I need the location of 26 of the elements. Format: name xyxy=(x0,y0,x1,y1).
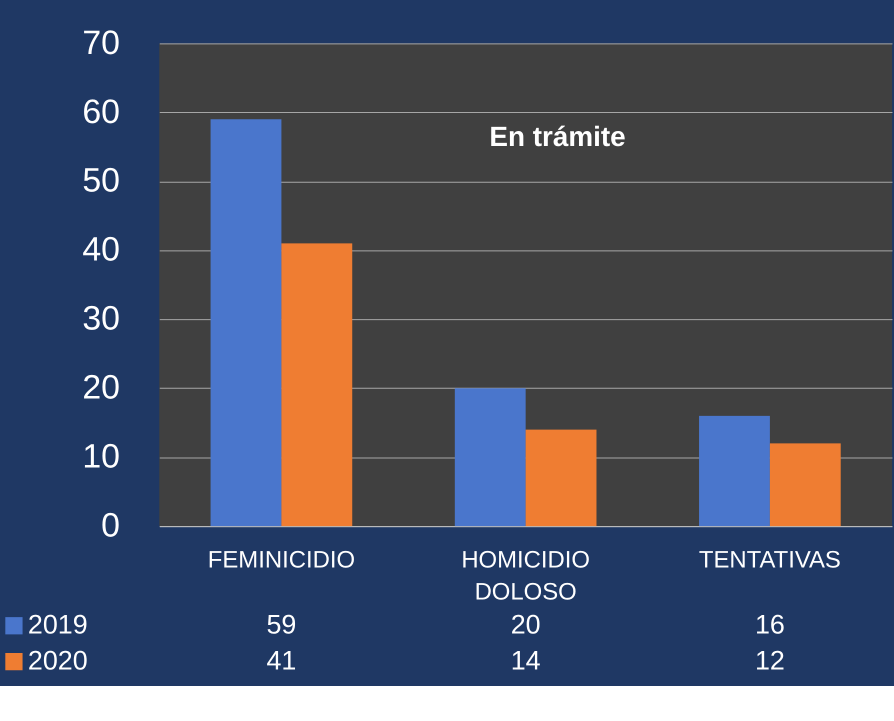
y-tick-label: 20 xyxy=(82,368,120,407)
y-tick-label: 60 xyxy=(82,92,120,131)
bar xyxy=(454,388,526,526)
legend-label: 2020 xyxy=(28,646,88,676)
y-tick-label: 10 xyxy=(82,438,120,476)
data-label: 59 xyxy=(266,610,296,640)
bar xyxy=(770,443,841,526)
data-label: 12 xyxy=(754,646,785,676)
y-tick-label: 30 xyxy=(82,300,120,338)
bar xyxy=(281,243,352,526)
y-tick-label: 0 xyxy=(101,506,120,545)
x-tick-label: FEMINICIDIO xyxy=(208,546,356,574)
x-tick-label: TENTATIVAS xyxy=(698,546,841,574)
data-label: 41 xyxy=(266,646,296,676)
bar xyxy=(526,430,596,526)
bar xyxy=(210,119,282,526)
x-tick-label: HOMICIDIO DOLOSO xyxy=(461,546,590,606)
y-tick-label: 50 xyxy=(82,162,120,200)
data-label: 16 xyxy=(754,610,785,640)
bar xyxy=(699,416,770,526)
legend-label: 2019 xyxy=(28,610,88,640)
data-label: 20 xyxy=(510,610,541,640)
y-tick-label: 70 xyxy=(82,24,120,62)
y-tick-label: 40 xyxy=(82,230,120,269)
data-label: 14 xyxy=(510,646,541,676)
text: En trámite xyxy=(489,120,626,152)
